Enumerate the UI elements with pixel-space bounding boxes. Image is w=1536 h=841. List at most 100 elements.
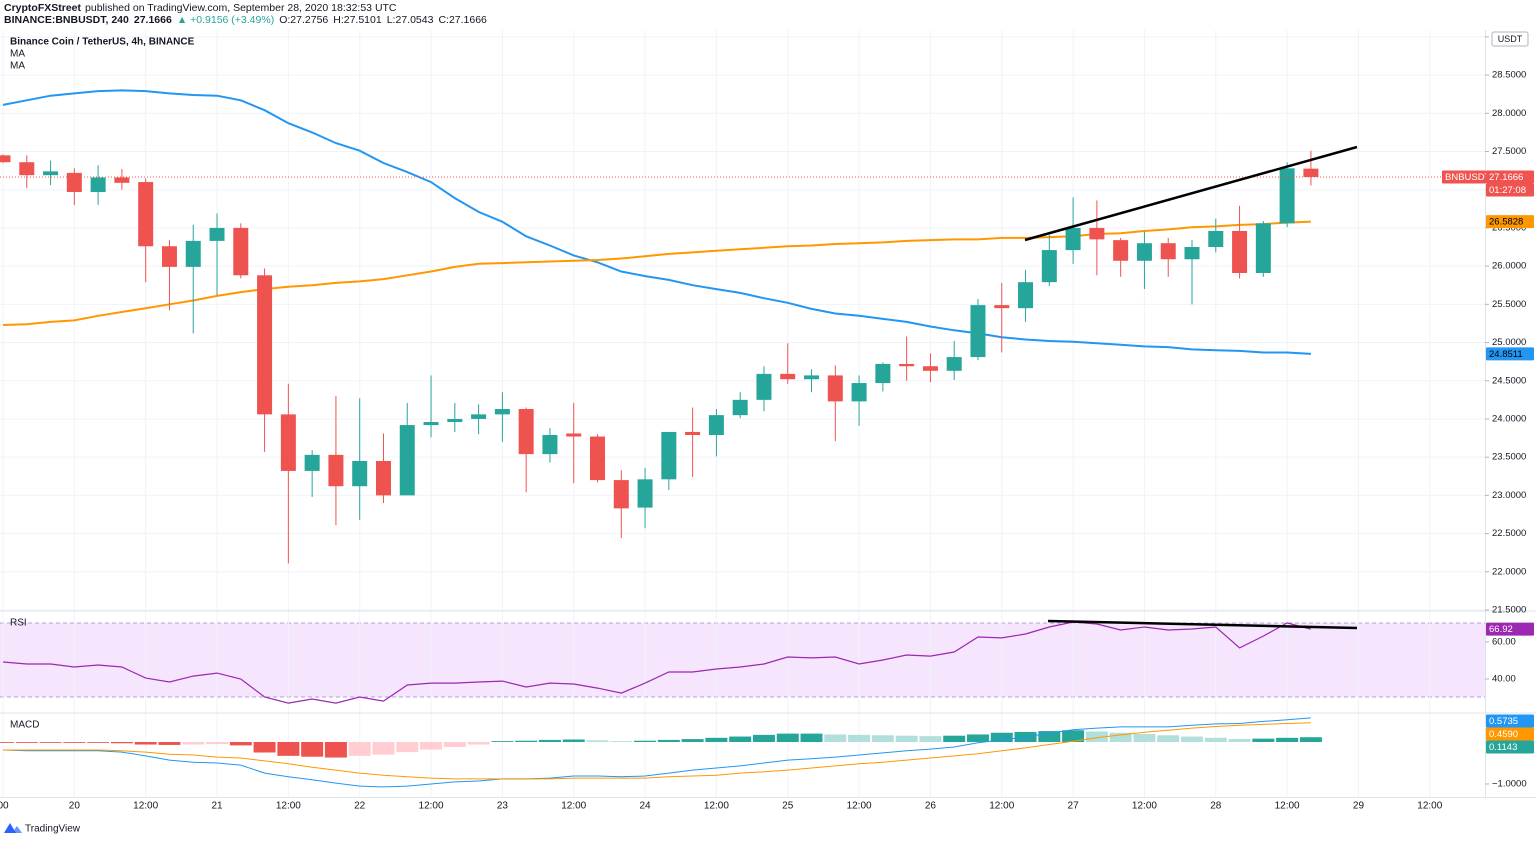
- histogram-bar: [610, 741, 633, 743]
- histogram-bar: [1133, 734, 1156, 743]
- histogram-bar: [372, 742, 395, 755]
- countdown-tag-bg: [1486, 183, 1534, 197]
- macd-tag-bg: [1486, 740, 1534, 754]
- histogram-bar: [1299, 737, 1322, 743]
- marks: [0, 89, 1485, 788]
- candle-body: [566, 433, 582, 437]
- x-tick-label: 24: [639, 801, 651, 812]
- last-price-tag: 27.1666: [1489, 172, 1523, 183]
- candle-body: [1255, 223, 1271, 274]
- candle-body: [1018, 282, 1034, 309]
- y-tick-label: 60.00: [1492, 637, 1516, 648]
- candle-body: [875, 363, 891, 384]
- candle-body: [328, 454, 344, 487]
- histogram-bar: [1252, 738, 1275, 743]
- y-tick-label: 23.5000: [1492, 452, 1526, 463]
- x-tick-label: 28: [1210, 801, 1222, 812]
- header: CryptoFXStreet published on TradingView.c…: [4, 2, 487, 26]
- x-tick-label: 25: [782, 801, 794, 812]
- candle-body: [1303, 168, 1319, 177]
- candle-body: [1160, 243, 1176, 260]
- y-tick-label: 24.0000: [1492, 413, 1526, 424]
- macd-title: MACD: [10, 720, 39, 731]
- histogram-bar: [1085, 731, 1108, 743]
- candle-body: [1065, 227, 1081, 251]
- candle-body: [542, 435, 558, 455]
- line-series: [2, 717, 1311, 788]
- candle-body: [0, 155, 11, 163]
- candle-body: [233, 227, 249, 276]
- brand-logo: [4, 823, 22, 833]
- x-tick-label: 12:00: [561, 801, 586, 812]
- histogram-bar: [110, 742, 133, 744]
- histogram-bar: [729, 736, 752, 743]
- candle-body: [19, 162, 35, 176]
- header-text: H:27.5101: [333, 14, 382, 26]
- histogram-bar: [87, 742, 110, 743]
- candle-body: [43, 171, 59, 176]
- candle-body: [1184, 247, 1200, 260]
- histogram-bar: [277, 742, 300, 756]
- histogram-bar: [134, 742, 157, 745]
- histogram-bar: [63, 742, 86, 743]
- candle-body: [1208, 230, 1224, 248]
- candle-body: [756, 373, 772, 400]
- candle-body: [66, 172, 82, 193]
- x-tick-label: 29: [1353, 801, 1365, 812]
- currency-box: [1491, 31, 1529, 47]
- x-tick-label: 00: [0, 801, 9, 812]
- candle-body: [518, 409, 534, 455]
- x-tick-label: 27: [1068, 801, 1080, 812]
- candle-body: [922, 366, 938, 371]
- histogram-bar: [752, 734, 775, 743]
- currency: USDT: [1498, 34, 1523, 44]
- histogram-bar: [634, 740, 657, 743]
- histogram-bar: [1181, 736, 1203, 743]
- legend-entry: MA: [10, 61, 25, 72]
- x-tick-label: 12:00: [1275, 801, 1300, 812]
- candle-body: [946, 357, 962, 371]
- candle-body: [661, 431, 677, 480]
- axes: 00 20 12:00 21 12:00 22 12:00 23 12:00 24 12:00 25 1…: [0, 31, 1527, 811]
- rsi-tag-bg: [1486, 622, 1534, 636]
- x-tick-label: 12:00: [276, 801, 301, 812]
- candle-body: [185, 240, 201, 267]
- histogram-bar: [824, 734, 847, 743]
- x-tick-label: 12:00: [1132, 801, 1157, 812]
- line-series: [2, 621, 1312, 704]
- countdown-tag: 01:27:08: [1489, 185, 1526, 196]
- histogram-bar: [39, 742, 62, 743]
- candle-body: [732, 399, 748, 416]
- candle-body: [257, 275, 273, 415]
- histogram-bar: [301, 742, 324, 757]
- candle-body: [375, 460, 391, 496]
- candle-body: [494, 409, 510, 415]
- header-text: CryptoFXStreet: [4, 2, 82, 14]
- candle-body: [209, 227, 225, 241]
- histogram-bar: [776, 733, 799, 743]
- y-tick-label: 22.0000: [1492, 566, 1526, 577]
- x-tick-label: 20: [69, 801, 81, 812]
- legend-entry: MA: [10, 49, 25, 60]
- x-tick-label: 22: [354, 801, 366, 812]
- y-tick-label: 22.5000: [1492, 528, 1526, 539]
- y-tick-label: 25.0000: [1492, 337, 1526, 348]
- header-text: C:27.1666: [438, 14, 487, 26]
- histogram-bar: [491, 741, 514, 743]
- candle-body: [970, 305, 986, 358]
- rsi-band: [0, 623, 1485, 697]
- x-tick-label: 12:00: [133, 801, 158, 812]
- legend-title: Binance Coin / TetherUS, 4h, BINANCE: [10, 37, 195, 48]
- histogram-bar: [1228, 739, 1251, 743]
- histogram-bar: [657, 739, 680, 743]
- x-tick-label: 12:00: [847, 801, 872, 812]
- header-text: O:27.2756: [279, 14, 328, 26]
- candle-body: [114, 177, 130, 183]
- ma-tag: 26.5828: [1489, 217, 1523, 228]
- macd-tag: 0.5735: [1489, 716, 1518, 727]
- y-tick-label: 23.0000: [1492, 490, 1526, 501]
- last-price-tag-bg: [1486, 170, 1534, 184]
- histogram-bar: [396, 742, 419, 753]
- histogram-bar: [348, 742, 371, 756]
